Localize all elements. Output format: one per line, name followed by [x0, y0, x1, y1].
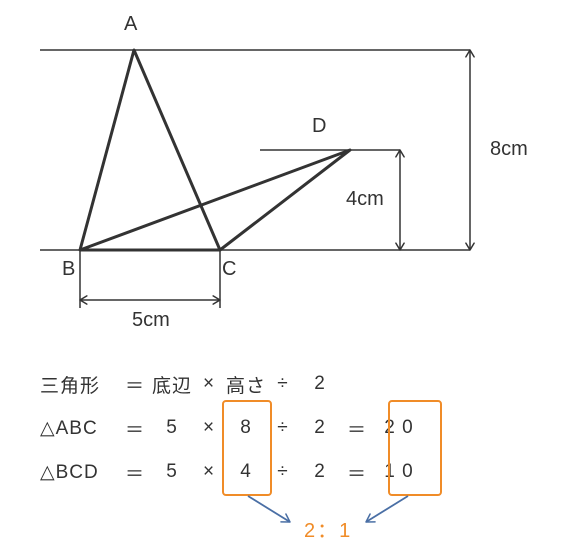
- eq-lhs: 三角形: [40, 371, 120, 398]
- eq-lhs: △BCD: [40, 461, 120, 484]
- geometry-figure: A B C D 5cm 4cm 8cm: [0, 0, 587, 340]
- eq-term: 高さ: [224, 371, 268, 398]
- equals-sign: ＝: [120, 415, 150, 442]
- svg-text:B: B: [62, 258, 75, 280]
- eq-op: ÷: [268, 417, 298, 439]
- svg-text:5cm: 5cm: [132, 309, 170, 331]
- equals-sign: ＝: [342, 415, 372, 442]
- equals-sign: ＝: [342, 459, 372, 486]
- highlight-box-heights: [222, 400, 272, 496]
- eq-op: ×: [194, 373, 224, 395]
- svg-text:A: A: [124, 13, 138, 35]
- svg-text:C: C: [222, 258, 236, 280]
- eq-lhs: △ABC: [40, 417, 120, 440]
- eq-op: ×: [194, 417, 224, 439]
- svg-text:8cm: 8cm: [490, 138, 528, 160]
- eq-term: 2: [298, 461, 342, 483]
- svg-text:4cm: 4cm: [346, 188, 384, 210]
- eq-term: 5: [150, 417, 194, 439]
- eq-term: 底辺: [150, 371, 194, 398]
- ratio-label: 2：1: [304, 514, 352, 543]
- eq-op: ÷: [268, 461, 298, 483]
- eq-op: ÷: [268, 373, 298, 395]
- eq-op: ×: [194, 461, 224, 483]
- equals-sign: ＝: [120, 371, 150, 398]
- highlight-box-areas: [388, 400, 442, 496]
- svg-text:D: D: [312, 115, 326, 137]
- eq-term: 5: [150, 461, 194, 483]
- equals-sign: ＝: [120, 459, 150, 486]
- eq-term: 2: [298, 417, 342, 439]
- eq-term: 2: [298, 373, 342, 395]
